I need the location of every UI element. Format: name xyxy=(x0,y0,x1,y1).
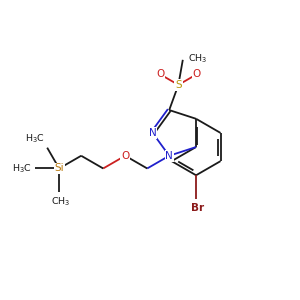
Text: H$_3$C: H$_3$C xyxy=(25,132,45,145)
Text: N: N xyxy=(149,128,157,138)
Text: N: N xyxy=(165,151,173,161)
Text: CH$_3$: CH$_3$ xyxy=(51,195,70,208)
Text: O: O xyxy=(193,69,201,79)
Text: O: O xyxy=(121,151,129,161)
Text: S: S xyxy=(175,80,182,90)
Text: CH$_3$: CH$_3$ xyxy=(188,52,208,64)
Text: Br: Br xyxy=(191,203,204,213)
Text: O: O xyxy=(156,69,164,79)
Text: Si: Si xyxy=(54,164,64,173)
Text: H$_3$C: H$_3$C xyxy=(12,162,32,175)
